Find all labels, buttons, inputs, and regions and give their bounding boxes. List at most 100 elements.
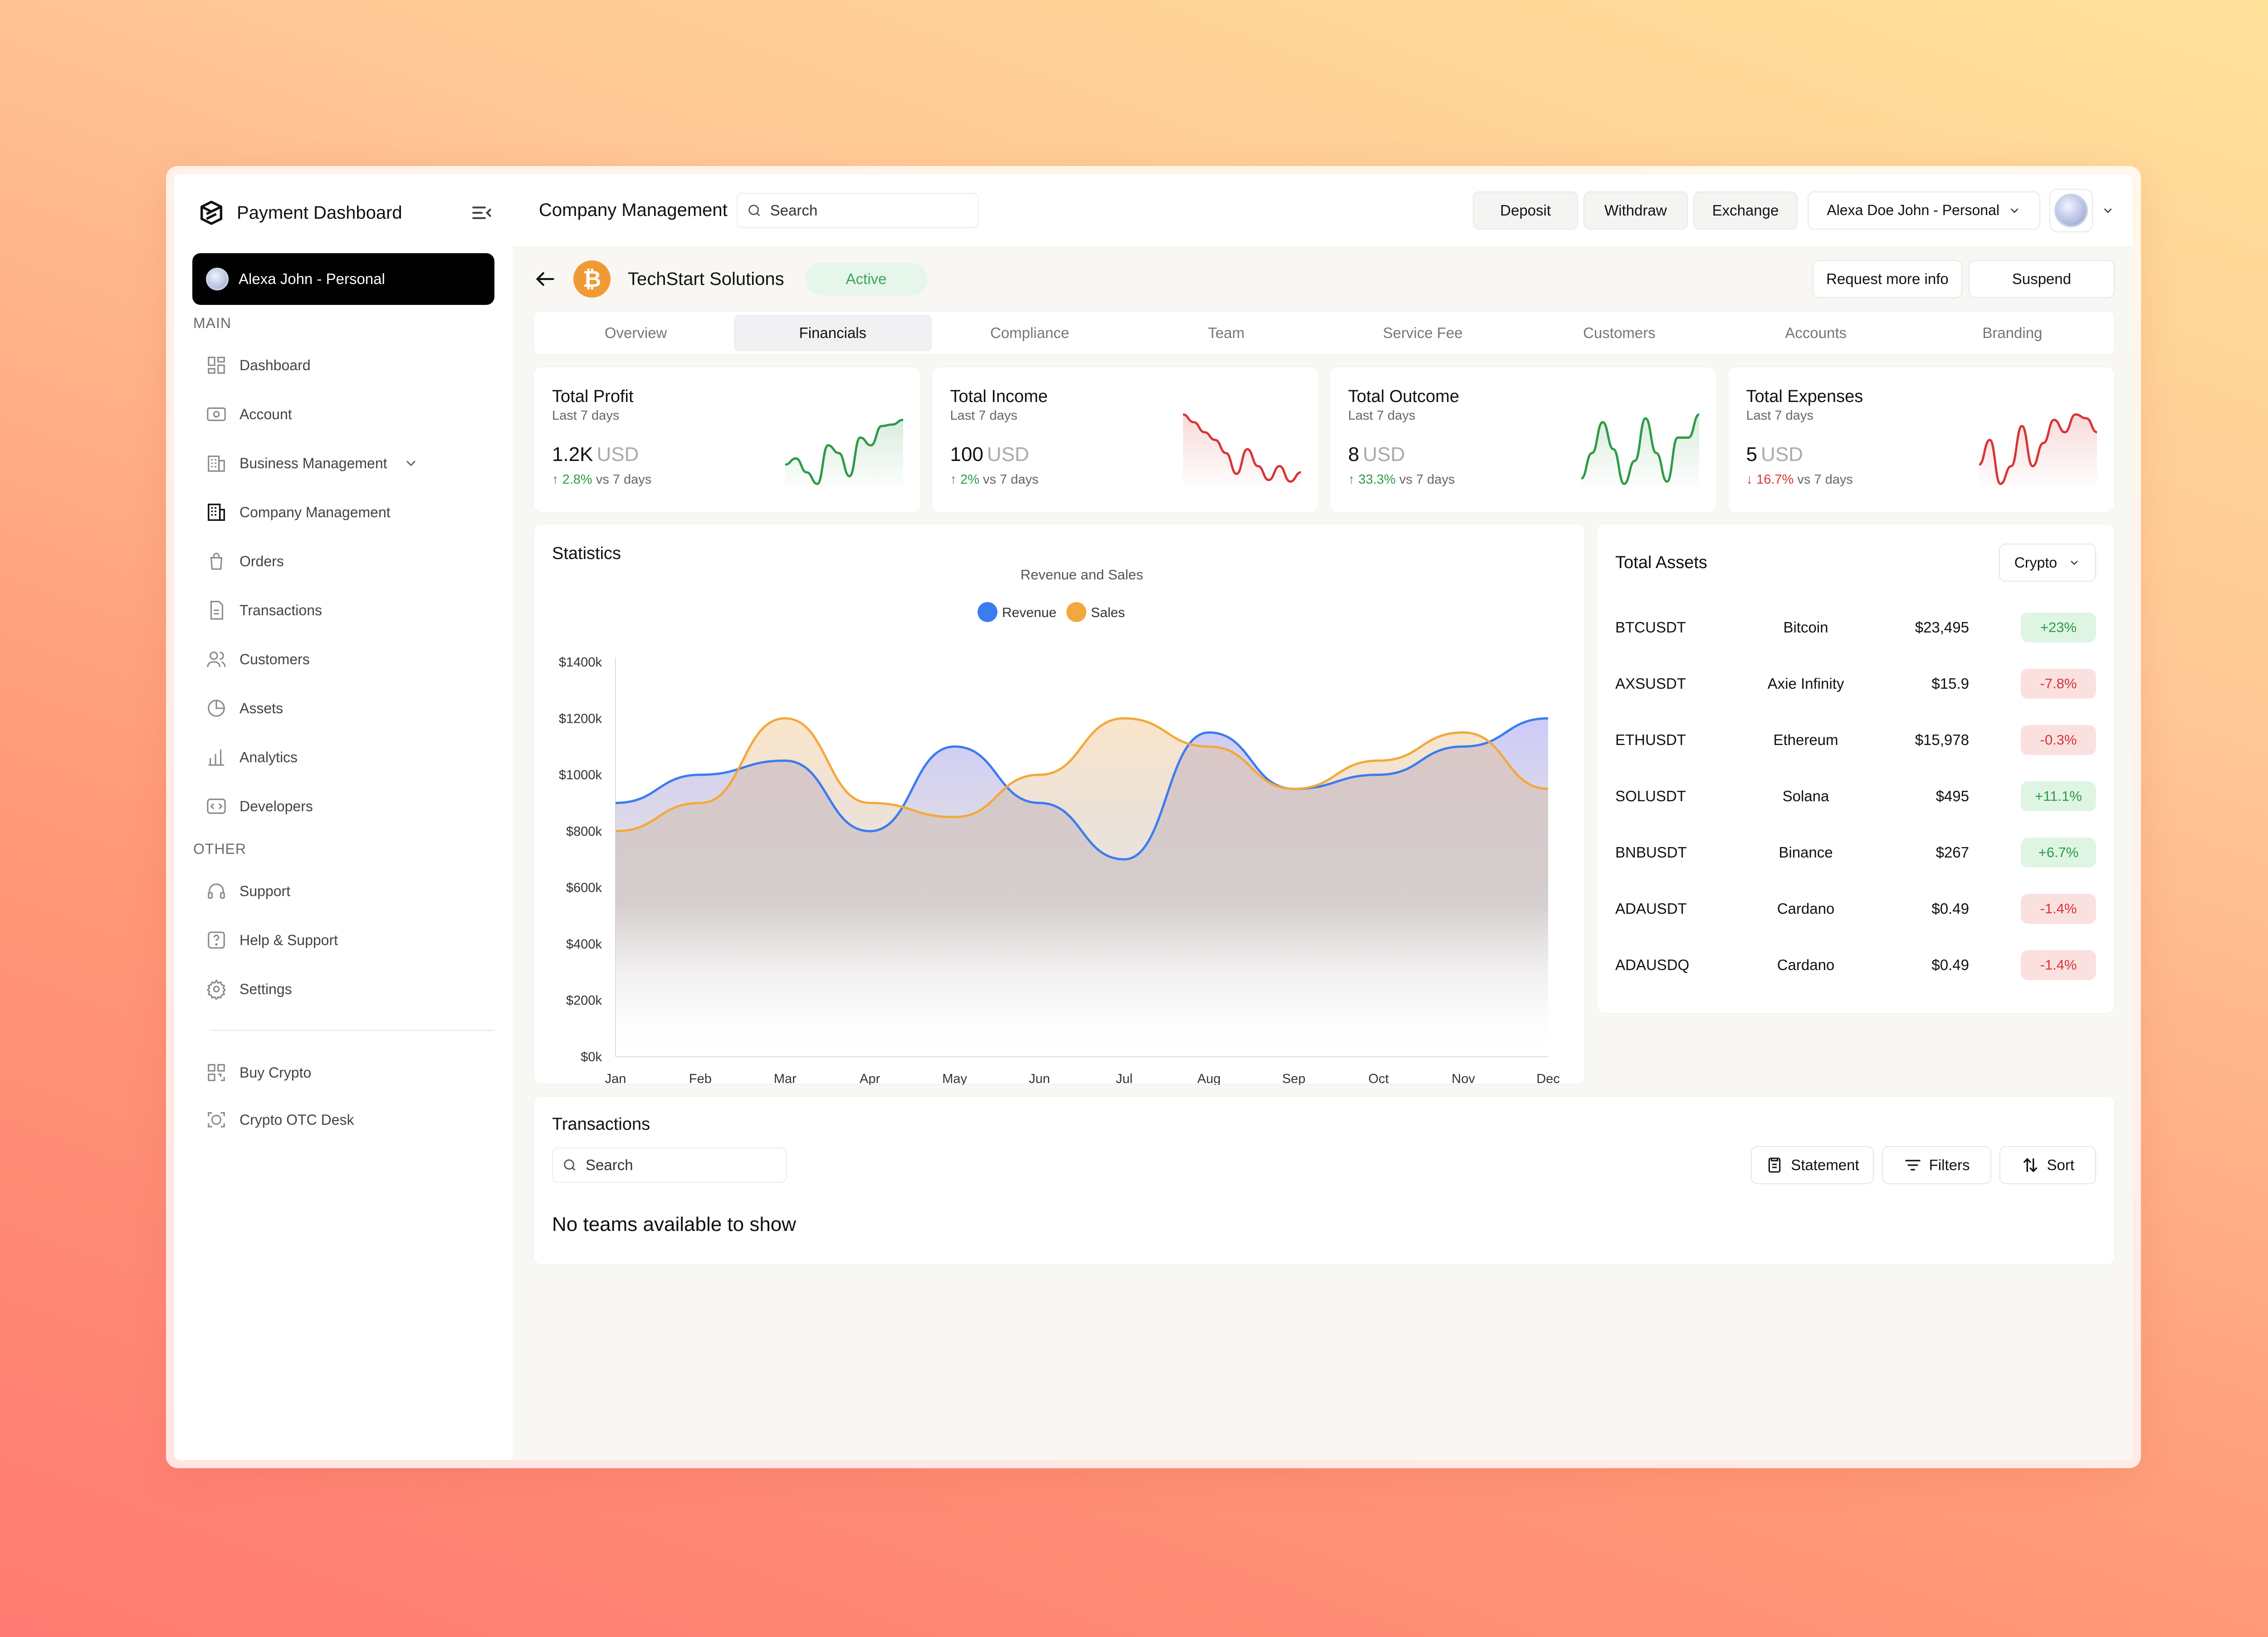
withdraw-button[interactable]: Withdraw [1584,191,1688,230]
bitcoin-icon: ₿ [573,260,611,298]
asset-change-badge: -1.4% [2021,894,2096,924]
asset-row[interactable]: BTCUSDT Bitcoin $23,495 +23% [1615,599,2096,656]
stat-value: 8 USD [1348,443,1698,466]
collapse-sidebar-icon[interactable] [469,200,494,225]
asset-name: Binance [1779,844,1833,861]
legend-label: Sales [1091,605,1125,620]
sidebar-item-analytics[interactable]: Analytics [192,733,494,782]
stat-delta: ↑ 2.8% vs 7 days [552,472,902,487]
legend-label: Revenue [1002,605,1056,620]
y-tick-label: $600k [566,881,602,895]
asset-type-select[interactable]: Crypto [1999,544,2096,582]
asset-row[interactable]: AXSUSDT Axie Infinity $15.9 -7.8% [1615,656,2096,712]
sidebar-item-company-management[interactable]: Company Management [192,488,494,537]
tab-team[interactable]: Team [1208,324,1245,341]
y-tick-label: $0k [581,1050,602,1064]
sidebar-item-settings[interactable]: Settings [192,965,494,1014]
assets-title: Total Assets [1615,553,1707,572]
stat-card-total-expenses: Total Expenses Last 7 days 5 USD ↓ 16.7% vs … [1727,367,2115,513]
sidebar-item-business-management[interactable]: Business Management [192,439,494,488]
stat-currency: USD [596,443,639,466]
trend-arrow-icon: ↓ [1746,472,1753,487]
asset-row[interactable]: BNBUSDT Binance $267 +6.7% [1615,824,2096,881]
back-arrow-icon[interactable] [533,267,557,291]
request-info-button[interactable]: Request more info [1813,260,1962,298]
main-content: Company Management Search Deposit Withdr… [513,174,2133,1460]
sidebar-item-label: Customers [240,651,310,667]
grid-icon [208,357,225,374]
search-input[interactable]: Search [736,192,979,228]
asset-name: Cardano [1777,956,1835,973]
transactions-search-input[interactable]: Search [552,1147,787,1183]
revenue-sales-chart: Revenue and Sales Revenue Sales $0k $200k $40… [559,567,1560,1085]
account-switcher[interactable]: Alexa John - Personal [192,253,494,305]
stat-amount: 100 [950,443,983,466]
asset-price: $495 [1936,788,1969,804]
stat-value: 100 USD [950,443,1300,466]
sidebar-item-buy-crypto[interactable]: Buy Crypto [192,1049,494,1096]
suspend-button[interactable]: Suspend [1968,260,2115,298]
sidebar-item-label: Dashboard [240,357,311,373]
sidebar-item-crypto-otc-desk[interactable]: Crypto OTC Desk [192,1096,494,1143]
sidebar-item-dashboard[interactable]: Dashboard [192,341,494,390]
middle-row: Statistics Revenue and Sales Revenue Sales… [533,524,2115,1085]
profile-select[interactable]: Alexa Doe John - Personal [1808,191,2040,230]
status-badge: Active [805,263,928,295]
tab-financials[interactable]: Financials [734,315,932,351]
exchange-button[interactable]: Exchange [1693,191,1798,230]
stat-period: Last 7 days [552,408,620,423]
asset-row[interactable]: ADAUSDT Cardano $0.49 -1.4% [1615,881,2096,937]
tab-compliance[interactable]: Compliance [990,324,1070,341]
sidebar-item-transactions[interactable]: Transactions [192,586,494,635]
sidebar-item-support[interactable]: Support [192,867,494,916]
wallet-icon [207,407,226,421]
stat-title: Total Outcome [1348,387,1459,406]
asset-price: $23,495 [1915,619,1969,636]
statement-icon [1769,1157,1781,1173]
sort-button[interactable]: Sort [1999,1146,2096,1184]
stat-period: Last 7 days [1746,408,1813,423]
tab-service-fee[interactable]: Service Fee [1383,324,1463,341]
account-label: Alexa John - Personal [239,270,385,287]
avatar [206,268,229,290]
profile-label: Alexa Doe John - Personal [1827,202,1999,218]
stat-title: Total Income [950,387,1048,406]
sidebar-item-help-support[interactable]: Help & Support [192,916,494,965]
statement-button[interactable]: Statement [1751,1146,1874,1184]
x-tick-label: Jan [605,1072,626,1085]
asset-symbol: ADAUSDQ [1615,956,1690,973]
user-avatar-button[interactable] [2049,188,2093,232]
sidebar-item-label: Company Management [240,504,391,520]
tab-accounts[interactable]: Accounts [1785,324,1847,341]
asset-row[interactable]: ETHUSDT Ethereum $15,978 -0.3% [1615,712,2096,768]
logo-icon [200,201,222,225]
sidebar-item-account[interactable]: Account [192,390,494,439]
stat-delta-value: 2.8% [562,472,592,487]
asset-symbol: AXSUSDT [1615,675,1686,692]
asset-row[interactable]: SOLUSDT Solana $495 +11.1% [1615,768,2096,824]
stat-delta: ↓ 16.7% vs 7 days [1746,472,2097,487]
sparkline-area [1183,414,1301,492]
sparkline-line [785,418,903,485]
stat-delta-value: 2% [960,472,979,487]
sidebar-item-developers[interactable]: Developers [192,782,494,831]
x-tick-label: Sep [1282,1072,1305,1085]
tab-overview[interactable]: Overview [604,324,667,341]
sidebar-item-orders[interactable]: Orders [192,537,494,586]
sidebar-item-label: Developers [240,798,313,814]
search-placeholder: Search [770,201,818,219]
filters-button[interactable]: Filters [1882,1146,1992,1184]
sparkline-line [1581,413,1699,485]
chevron-down-icon[interactable] [2101,204,2115,217]
chevron-down-icon[interactable] [403,455,419,471]
stat-card-total-profit: Total Profit Last 7 days 1.2K USD ↑ 2.8% vs … [533,367,921,513]
sidebar-item-customers[interactable]: Customers [192,635,494,684]
sidebar-item-assets[interactable]: Assets [192,684,494,733]
asset-change-badge: +6.7% [2021,838,2096,868]
app-window: Payment Dashboard Alexa John - Personal … [174,174,2133,1460]
sidebar-item-label: Orders [240,553,284,569]
tab-branding[interactable]: Branding [1982,324,2043,341]
asset-row[interactable]: ADAUSDQ Cardano $0.49 -1.4% [1615,937,2096,993]
tab-customers[interactable]: Customers [1583,324,1656,341]
deposit-button[interactable]: Deposit [1473,191,1579,230]
